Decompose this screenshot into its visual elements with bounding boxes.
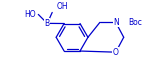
- Text: O: O: [113, 48, 119, 57]
- Text: B: B: [45, 19, 50, 28]
- Text: HO: HO: [25, 10, 36, 19]
- Text: N: N: [113, 18, 119, 27]
- Text: OH: OH: [56, 2, 68, 11]
- Text: Boc: Boc: [129, 18, 143, 27]
